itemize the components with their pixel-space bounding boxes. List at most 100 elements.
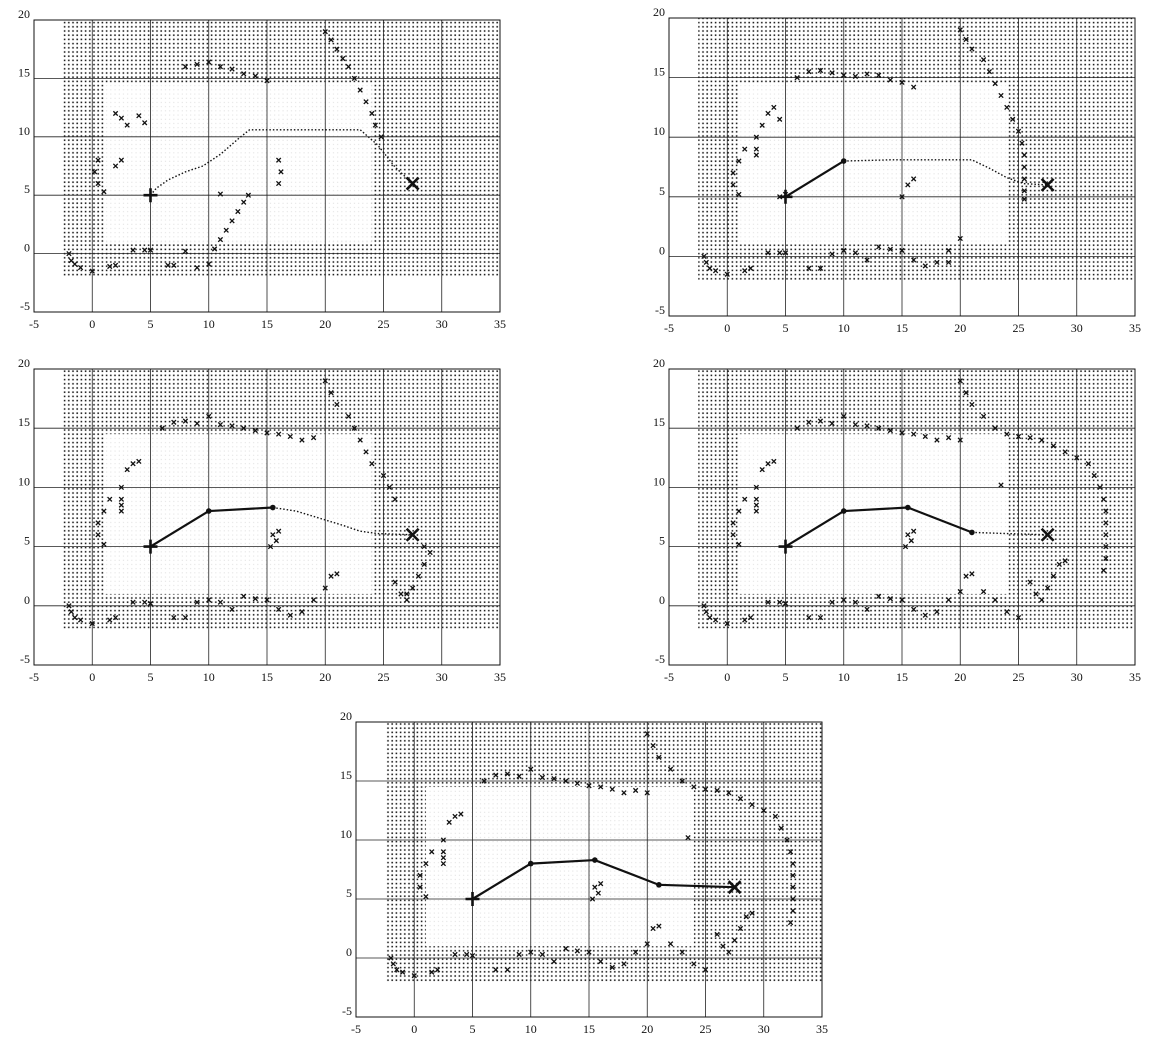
obstacle-mark (539, 951, 546, 958)
x-tick-label: 15 (583, 1022, 595, 1036)
obstacle-mark (899, 79, 905, 86)
obstacle-mark (724, 271, 730, 277)
obstacle-mark (264, 78, 270, 84)
x-tick-label: 0 (724, 670, 730, 684)
obstacle-mark (235, 208, 241, 215)
obstacle-mark (714, 787, 720, 794)
obstacle-mark (107, 496, 113, 502)
obstacle-mark (910, 84, 917, 90)
obstacle-mark (72, 261, 78, 267)
obstacle-mark (434, 967, 441, 973)
y-tick-label: 10 (18, 474, 30, 488)
obstacle-mark (229, 218, 235, 224)
obstacle-mark (841, 72, 847, 78)
obstacle-mark (1050, 443, 1057, 449)
obstacle-mark (992, 425, 998, 431)
chart-panel-2: -5 0 5 10 15 20 25 30 35 -5 0 5 10 15 20 (653, 5, 1141, 335)
obstacle-mark (777, 116, 783, 122)
obstacle-mark (910, 431, 917, 437)
obstacle-mark (621, 961, 627, 967)
obstacle-mark (992, 80, 998, 87)
obstacle-mark (363, 449, 369, 455)
obstacle-mark (595, 890, 601, 896)
obstacle-mark (142, 599, 148, 605)
x-tick-label: -5 (351, 1022, 361, 1036)
obstacle-mark (685, 834, 691, 841)
obstacle-mark (241, 199, 247, 205)
obstacle-mark (142, 247, 148, 253)
obstacle-mark (423, 860, 429, 867)
obstacle-mark (703, 609, 709, 615)
obstacle-mark (1103, 532, 1109, 538)
obstacle-mark (481, 778, 487, 784)
obstacle-mark (217, 64, 224, 70)
obstacle-mark (597, 958, 604, 965)
obstacle-mark (749, 910, 755, 916)
obstacle-mark (1004, 104, 1010, 111)
obstacle-mark (440, 855, 447, 861)
obstacle-mark (1044, 585, 1051, 591)
obstacle-mark (217, 599, 224, 605)
y-tick-label: 10 (340, 827, 352, 841)
obstacle-mark (790, 860, 796, 867)
y-tick-label: 5 (346, 886, 352, 900)
obstacle-mark (864, 257, 870, 263)
obstacle-mark (817, 418, 824, 424)
chart-panel-1: -5 0 5 10 15 20 25 30 35 -5 0 5 10 15 20 (18, 7, 506, 331)
obstacle-mark (241, 593, 247, 599)
obstacle-mark (876, 425, 882, 431)
obstacle-mark (806, 265, 812, 271)
x-tick-label: 0 (89, 670, 95, 684)
y-tick-label: 0 (659, 243, 665, 257)
obstacle-mark (586, 949, 592, 955)
x-tick-label: 5 (148, 317, 154, 331)
obstacle-mark (1021, 152, 1027, 158)
obstacle-mark (650, 925, 656, 932)
x-tick-label: 15 (261, 317, 273, 331)
obstacle-mark (609, 786, 615, 792)
obstacle-mark (446, 819, 452, 825)
obstacle-mark (411, 973, 417, 979)
x-tick-label: 30 (1071, 321, 1083, 335)
obstacle-mark (806, 614, 812, 621)
obstacle-mark (782, 250, 789, 256)
obstacle-mark (369, 461, 375, 467)
obstacle-mark (747, 614, 754, 621)
obstacle-mark (790, 884, 796, 890)
obstacle-mark (1015, 614, 1022, 621)
obstacle-mark (72, 614, 78, 621)
y-tick-label: 20 (18, 7, 30, 21)
obstacle-mark (852, 250, 859, 256)
y-tick-label: 15 (653, 415, 665, 429)
obstacle-mark (772, 813, 779, 820)
obstacle-mark (493, 772, 499, 778)
obstacle-mark (404, 597, 410, 603)
light-occupancy-region (103, 434, 372, 594)
obstacle-mark (241, 425, 247, 431)
obstacle-mark (712, 268, 719, 274)
y-tick-label: 10 (653, 124, 665, 138)
obstacle-mark (742, 617, 748, 623)
y-tick-label: 10 (653, 474, 665, 488)
obstacle-mark (743, 914, 749, 920)
obstacle-mark (703, 259, 709, 266)
obstacle-mark (986, 68, 993, 75)
obstacle-mark (922, 263, 928, 269)
x-tick-label: 0 (724, 321, 730, 335)
y-tick-label: 15 (340, 768, 352, 782)
obstacle-mark (130, 247, 136, 253)
obstacle-mark (644, 790, 650, 796)
obstacle-mark (992, 597, 998, 603)
obstacle-mark (910, 176, 917, 182)
obstacle-mark (124, 466, 130, 473)
light-occupancy-region (738, 434, 1007, 594)
obstacle-mark (372, 122, 379, 128)
obstacle-mark (458, 811, 464, 817)
y-tick-label: 15 (653, 65, 665, 79)
obstacle-mark (399, 969, 406, 975)
obstacle-mark (731, 937, 738, 943)
x-tick-label: 20 (319, 670, 331, 684)
start-marker (465, 892, 480, 906)
obstacle-mark (1062, 558, 1068, 564)
obstacle-mark (351, 75, 358, 82)
